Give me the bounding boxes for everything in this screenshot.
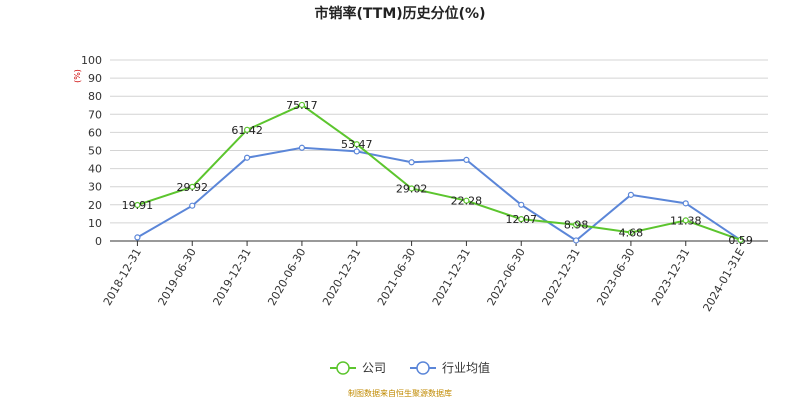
- y-tick-label: 80: [88, 90, 102, 103]
- data-label: 11.38: [670, 214, 702, 227]
- data-point: [134, 201, 141, 209]
- data-point: [627, 191, 635, 198]
- y-tick-label: 30: [88, 181, 102, 194]
- y-tick-label: 60: [88, 126, 102, 139]
- data-label: 29.92: [177, 181, 209, 194]
- legend[interactable]: 公司 行业均值: [330, 360, 490, 375]
- data-point: [298, 144, 306, 151]
- x-axis: 2018-12-31 2019-06-30 2019-12-31 2020-06-30…: [101, 240, 768, 314]
- data-label: 4.68: [619, 227, 644, 240]
- y-tick-label: 50: [88, 145, 102, 158]
- x-tick-label: 2019-12-31: [210, 246, 253, 308]
- data-point: [189, 183, 196, 190]
- x-tick-label: 2023-06-30: [594, 246, 637, 308]
- data-point: [134, 234, 141, 241]
- y-unit-label: (%): [73, 69, 82, 83]
- y-tick-label: 40: [88, 163, 102, 176]
- data-label: 0.59: [728, 234, 753, 247]
- data-point: [189, 202, 196, 209]
- data-point: [572, 237, 580, 244]
- y-axis-ticks: 0 10 20 30 40 50 60 70 80 90 100: [81, 54, 102, 248]
- data-label: 75.17: [286, 99, 318, 112]
- x-tick-label: 2022-06-30: [485, 246, 528, 308]
- data-point: [408, 159, 415, 166]
- data-point: [298, 101, 306, 109]
- gridlines: [110, 59, 768, 242]
- data-point: [682, 200, 689, 207]
- series-layer: 19.91 29.92 61.42 75.17 53.47 29.02 22.28 12.07…: [122, 99, 753, 247]
- data-point: [518, 201, 525, 208]
- data-label: 53.47: [341, 138, 373, 151]
- legend-marker: [416, 361, 430, 375]
- series-line: [136, 146, 742, 242]
- x-tick-label: 2020-12-31: [320, 246, 363, 308]
- x-tick-label: 2021-12-31: [430, 246, 473, 308]
- data-point: [572, 221, 580, 228]
- x-tick-label: 2022-12-31: [539, 246, 582, 308]
- y-tick-label: 0: [95, 235, 102, 248]
- data-point: [463, 156, 470, 164]
- x-tick-label: 2020-06-30: [265, 246, 308, 308]
- legend-marker: [336, 361, 350, 375]
- y-tick-label: 20: [88, 199, 102, 212]
- data-point: [408, 185, 415, 192]
- data-point: [627, 229, 635, 236]
- source-note: 制图数据来自恒生聚源数据库: [348, 388, 452, 398]
- data-point: [518, 216, 525, 223]
- data-label: 19.91: [122, 199, 154, 212]
- chart-title: 市销率(TTM)历史分位(%): [315, 5, 486, 22]
- x-tick-label: 2024-01-31E: [700, 246, 747, 314]
- data-point: [682, 217, 689, 224]
- data-label: 22.28: [451, 195, 483, 208]
- data-label: 12.07: [506, 213, 538, 226]
- series-line: [137, 103, 741, 241]
- data-label: 61.42: [231, 124, 263, 137]
- data-point: [463, 197, 470, 204]
- x-tick-label: 2021-06-30: [375, 246, 418, 308]
- data-label: 8.98: [564, 219, 589, 232]
- legend-label: 行业均值: [442, 360, 490, 375]
- data-point: [243, 126, 251, 133]
- data-point: [353, 148, 360, 155]
- legend-label: 公司: [362, 361, 386, 375]
- data-label: 29.02: [396, 182, 428, 195]
- y-tick-label: 10: [88, 217, 102, 230]
- data-point: [353, 141, 360, 148]
- x-tick-label: 2018-12-31: [101, 246, 144, 308]
- data-point: [243, 154, 251, 161]
- x-tick-label: 2019-06-30: [156, 246, 199, 308]
- data-point: [737, 236, 744, 244]
- y-tick-label: 100: [81, 54, 102, 67]
- y-tick-label: 90: [88, 72, 102, 85]
- x-tick-label: 2023-12-31: [649, 246, 692, 308]
- y-tick-label: 70: [88, 108, 102, 121]
